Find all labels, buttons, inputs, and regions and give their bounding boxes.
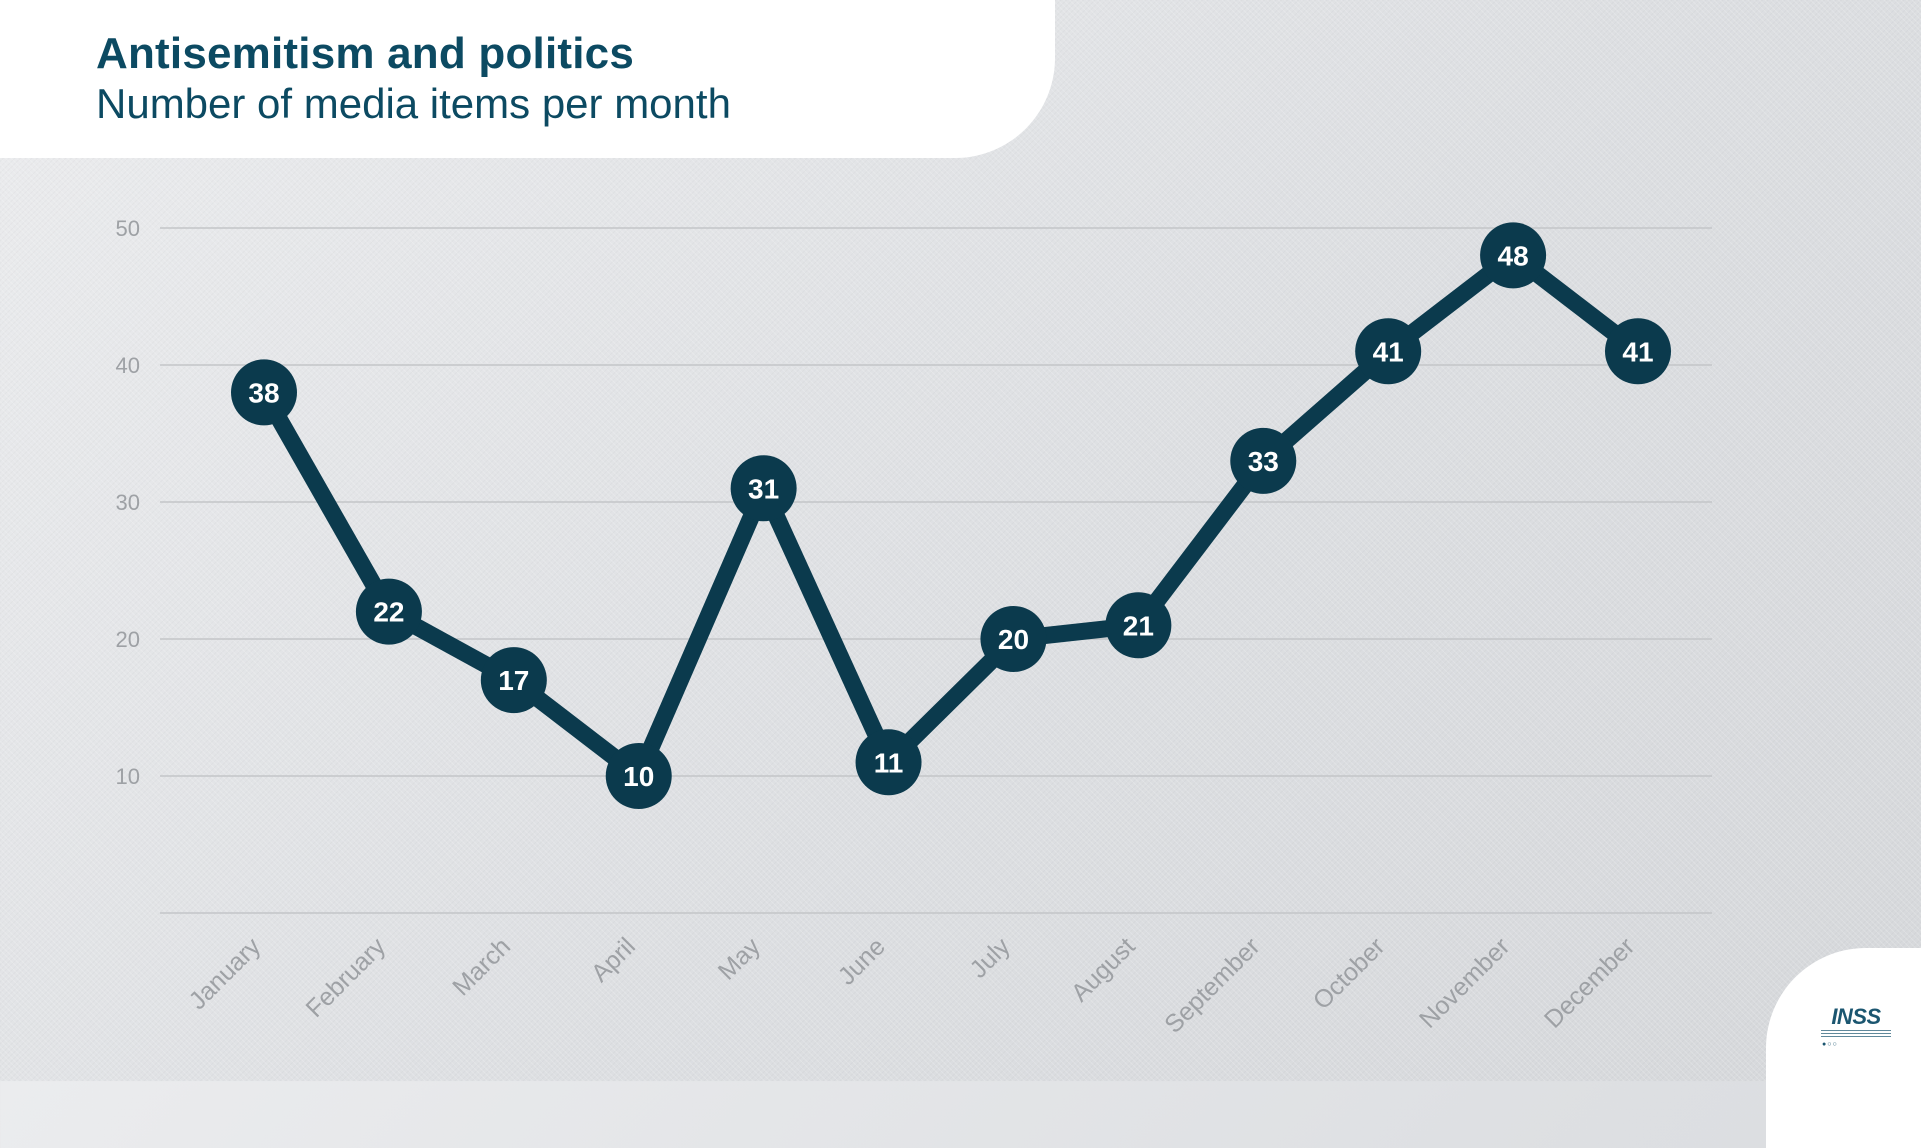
series-line-path (255, 246, 1647, 785)
series-line (255, 246, 1647, 785)
grid-lines (160, 227, 1712, 914)
x-tick-label: November (1414, 932, 1515, 1033)
data-point: 22 (355, 578, 422, 645)
data-point: 10 (605, 743, 672, 809)
x-tick-label: August (1066, 932, 1141, 1007)
data-points: 38 22 17 10 31 11 20 21 33 41 48 41 (231, 222, 1671, 809)
x-tick-label: June (833, 932, 891, 990)
data-label: 10 (623, 761, 654, 792)
data-label: 21 (1123, 610, 1154, 641)
data-point-marker (855, 729, 922, 796)
data-label: 11 (874, 747, 904, 778)
data-point: 41 (1605, 318, 1671, 385)
x-tick-label: February (301, 932, 392, 1023)
x-tick-label: July (964, 932, 1016, 984)
data-point: 48 (1480, 222, 1547, 289)
x-axis-ticks: January February March April May June July Augu… (184, 932, 1641, 1039)
data-point-marker (1105, 592, 1172, 659)
x-tick-label: May (713, 932, 767, 986)
data-point-marker (1230, 427, 1297, 494)
y-tick-label: 10 (116, 764, 140, 789)
chart-subtitle: Number of media items per month (96, 80, 731, 127)
x-tick-label: January (184, 932, 267, 1015)
data-point: 21 (1105, 592, 1172, 659)
data-point: 17 (480, 647, 547, 714)
data-point-marker (1355, 318, 1422, 385)
data-point-marker (480, 647, 547, 714)
data-point-marker (231, 359, 297, 426)
data-point: 20 (980, 606, 1047, 672)
background-texture (0, 0, 1921, 1081)
y-axis-ticks: 10 20 30 40 50 (116, 216, 140, 789)
y-tick-label: 30 (116, 490, 140, 515)
chart-title: Antisemitism and politics (96, 29, 634, 78)
data-point: 11 (855, 729, 922, 796)
data-label: 48 (1498, 240, 1529, 271)
data-point: 41 (1355, 318, 1422, 385)
x-tick-label: October (1308, 932, 1391, 1015)
data-label: 20 (998, 624, 1029, 655)
title-card: Antisemitism and politics Number of medi… (0, 0, 1055, 158)
data-label: 31 (748, 473, 779, 504)
data-point: 38 (231, 359, 297, 426)
data-label: 41 (1622, 336, 1653, 367)
data-label: 33 (1248, 446, 1279, 477)
y-tick-label: 20 (116, 627, 140, 652)
logo-text: INSS (1831, 1004, 1881, 1029)
data-label: 41 (1373, 336, 1404, 367)
data-point-marker (980, 606, 1047, 672)
x-tick-label: April (586, 932, 641, 987)
y-tick-label: 40 (116, 353, 140, 378)
data-point-marker (1605, 318, 1671, 385)
data-point-marker (605, 743, 672, 809)
x-tick-label: December (1539, 932, 1640, 1033)
data-point: 33 (1230, 427, 1297, 494)
inss-logo-icon: INSS ●○○ (1818, 1006, 1894, 1054)
data-point-marker (1480, 222, 1547, 289)
x-tick-label: September (1159, 932, 1265, 1038)
data-point-marker (730, 455, 797, 522)
logo-dots: ●○○ (1822, 1041, 1838, 1048)
data-label: 38 (248, 377, 279, 408)
data-point-marker (355, 578, 422, 645)
logo-tagline-lines (1821, 1030, 1891, 1038)
data-point: 31 (730, 455, 797, 522)
data-label: 17 (498, 665, 529, 696)
y-tick-label: 50 (116, 216, 140, 241)
x-tick-label: March (447, 932, 516, 1001)
data-label: 22 (373, 597, 404, 628)
